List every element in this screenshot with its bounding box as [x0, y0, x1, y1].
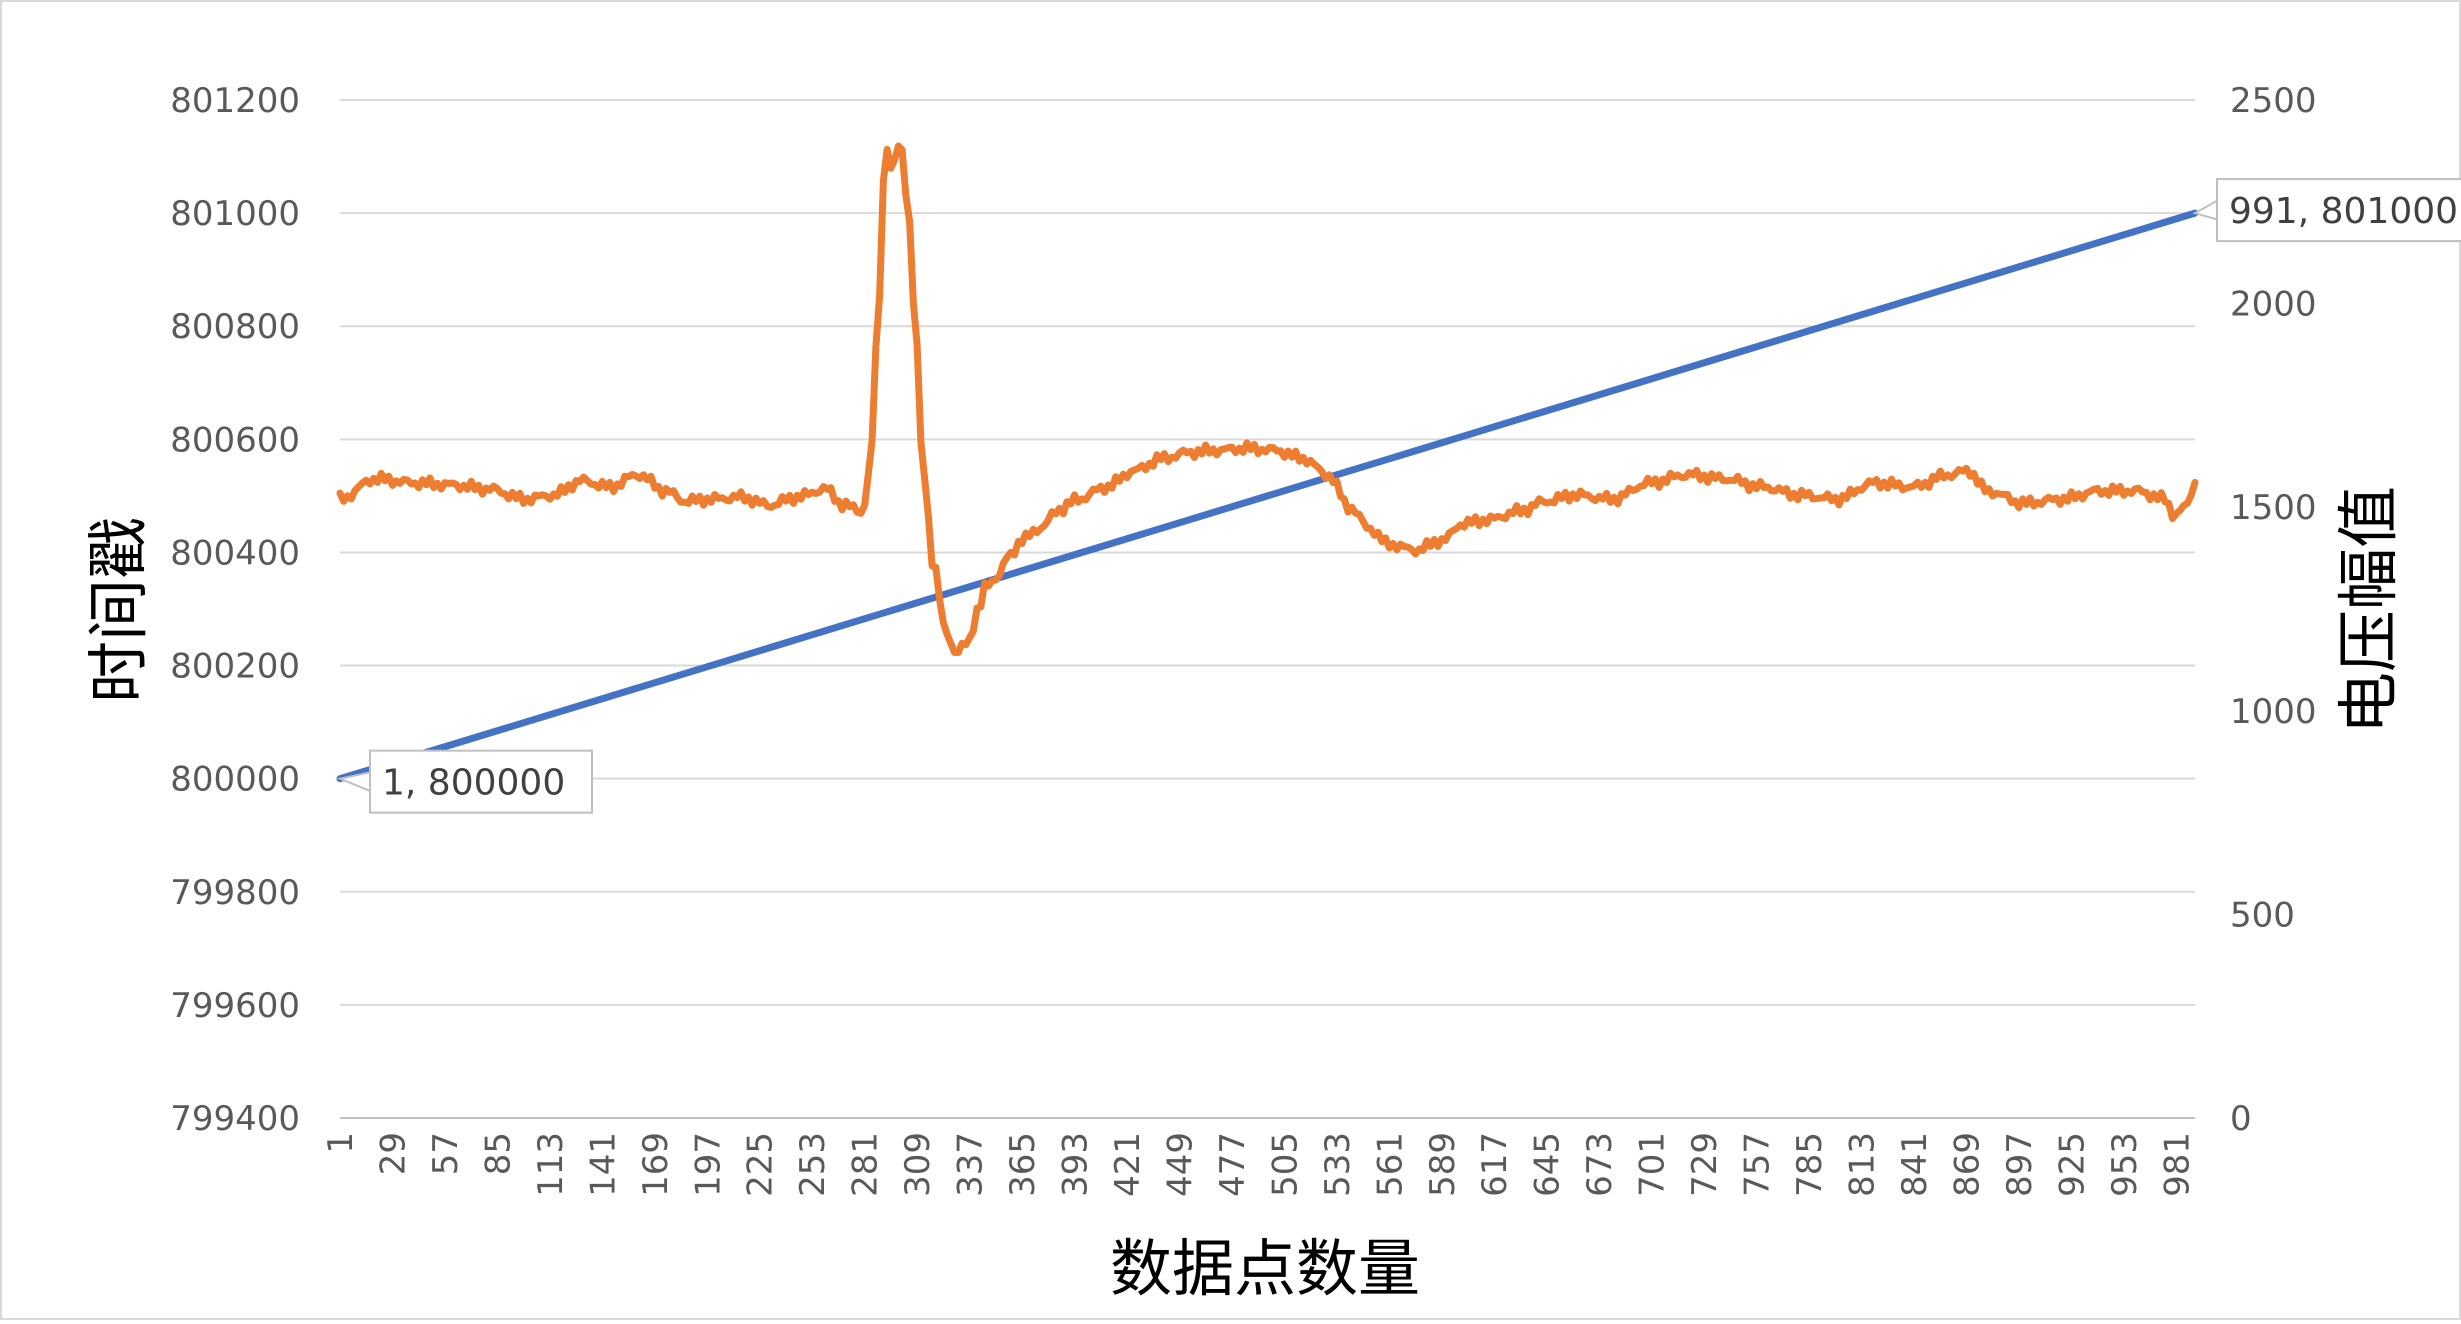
data-label-callouts: 1, 800000 991, 801000: [336, 178, 2461, 814]
callout-label: 1, 800000: [382, 763, 565, 804]
x-tick-label: 281: [846, 1132, 886, 1197]
x-tick-label: 57: [426, 1132, 466, 1175]
x-tick-label: 869: [1947, 1132, 1987, 1197]
callout-box: [2216, 178, 2461, 243]
left-tick-label: 800600: [170, 420, 300, 460]
callout-label: 991, 801000: [2229, 191, 2458, 232]
left-tick-label: 800800: [170, 307, 300, 347]
series-layer: [336, 142, 2199, 783]
x-tick-label: 113: [531, 1132, 571, 1197]
right-tick-label: 0: [2230, 1099, 2252, 1139]
x-tick-label: 393: [1056, 1132, 1096, 1197]
data-label-callout: 991, 801000: [2192, 178, 2461, 243]
x-tick-label: 449: [1160, 1132, 1200, 1197]
left-tick-label: 801000: [170, 194, 300, 234]
left-tick-label: 799400: [170, 1099, 300, 1139]
x-tick-label: 365: [1003, 1132, 1043, 1197]
x-tick-label: 757: [1738, 1132, 1778, 1197]
x-tick-label: 813: [1842, 1132, 1882, 1197]
callout-box: [369, 749, 593, 814]
x-tick-label: 785: [1790, 1132, 1830, 1197]
x-tick-label: 981: [2157, 1132, 2197, 1197]
right-tick-label: 2500: [2230, 81, 2317, 121]
x-tick-label: 533: [1318, 1132, 1358, 1197]
x-tick-label: 309: [898, 1132, 938, 1197]
data-label-callout: 1, 800000: [336, 749, 593, 814]
x-tick-label: 953: [2105, 1132, 2145, 1197]
x-tick-label: 505: [1265, 1132, 1305, 1197]
x-tick-label: 477: [1213, 1132, 1253, 1197]
x-tick-label: 85: [478, 1132, 518, 1175]
left-tick-label: 801200: [170, 81, 300, 121]
x-tick-label: 589: [1423, 1132, 1463, 1197]
left-axis-ticks: 799400 799600 799800 800000 800200 800400 8006…: [170, 81, 300, 1139]
x-axis-ticks: 1 29 57 85 113 141 169 197 225 253 281 309 337 365 393…: [321, 1132, 2197, 1197]
x-tick-label: 1: [321, 1132, 361, 1154]
left-tick-label: 799800: [170, 873, 300, 913]
right-tick-label: 1000: [2230, 692, 2317, 732]
x-tick-label: 841: [1895, 1132, 1935, 1197]
right-tick-label: 500: [2230, 895, 2295, 935]
left-tick-label: 800000: [170, 760, 300, 800]
gridlines: [340, 99, 2195, 1119]
x-tick-label: 253: [793, 1132, 833, 1197]
right-axis-title: 电压幅值: [2332, 486, 2405, 734]
timestamp-series-line: [336, 209, 2199, 783]
right-tick-label: 2000: [2230, 285, 2317, 325]
left-tick-label: 800200: [170, 647, 300, 687]
x-tick-label: 421: [1108, 1132, 1148, 1197]
x-tick-label: 897: [2000, 1132, 2040, 1197]
x-tick-label: 141: [583, 1132, 623, 1197]
x-tick-label: 29: [373, 1132, 413, 1175]
x-tick-label: 337: [951, 1132, 991, 1197]
x-axis-title: 数据点数量: [1110, 1232, 1420, 1305]
x-tick-label: 645: [1528, 1132, 1568, 1197]
left-axis-title: 时间戳: [82, 517, 155, 703]
right-axis-ticks: 0 500 1000 1500 2000 2500: [2230, 81, 2317, 1139]
x-tick-label: 701: [1633, 1132, 1673, 1197]
x-tick-label: 225: [741, 1132, 781, 1197]
x-tick-label: 673: [1580, 1132, 1620, 1197]
x-tick-label: 925: [2052, 1132, 2092, 1197]
voltage-series-line: [336, 142, 2199, 656]
right-tick-label: 1500: [2230, 488, 2317, 528]
x-tick-label: 169: [636, 1132, 676, 1197]
x-tick-label: 729: [1685, 1132, 1725, 1197]
x-tick-label: 561: [1370, 1132, 1410, 1197]
x-tick-label: 197: [688, 1132, 728, 1197]
left-tick-label: 799600: [170, 986, 300, 1026]
x-tick-label: 617: [1475, 1132, 1515, 1197]
left-tick-label: 800400: [170, 533, 300, 573]
